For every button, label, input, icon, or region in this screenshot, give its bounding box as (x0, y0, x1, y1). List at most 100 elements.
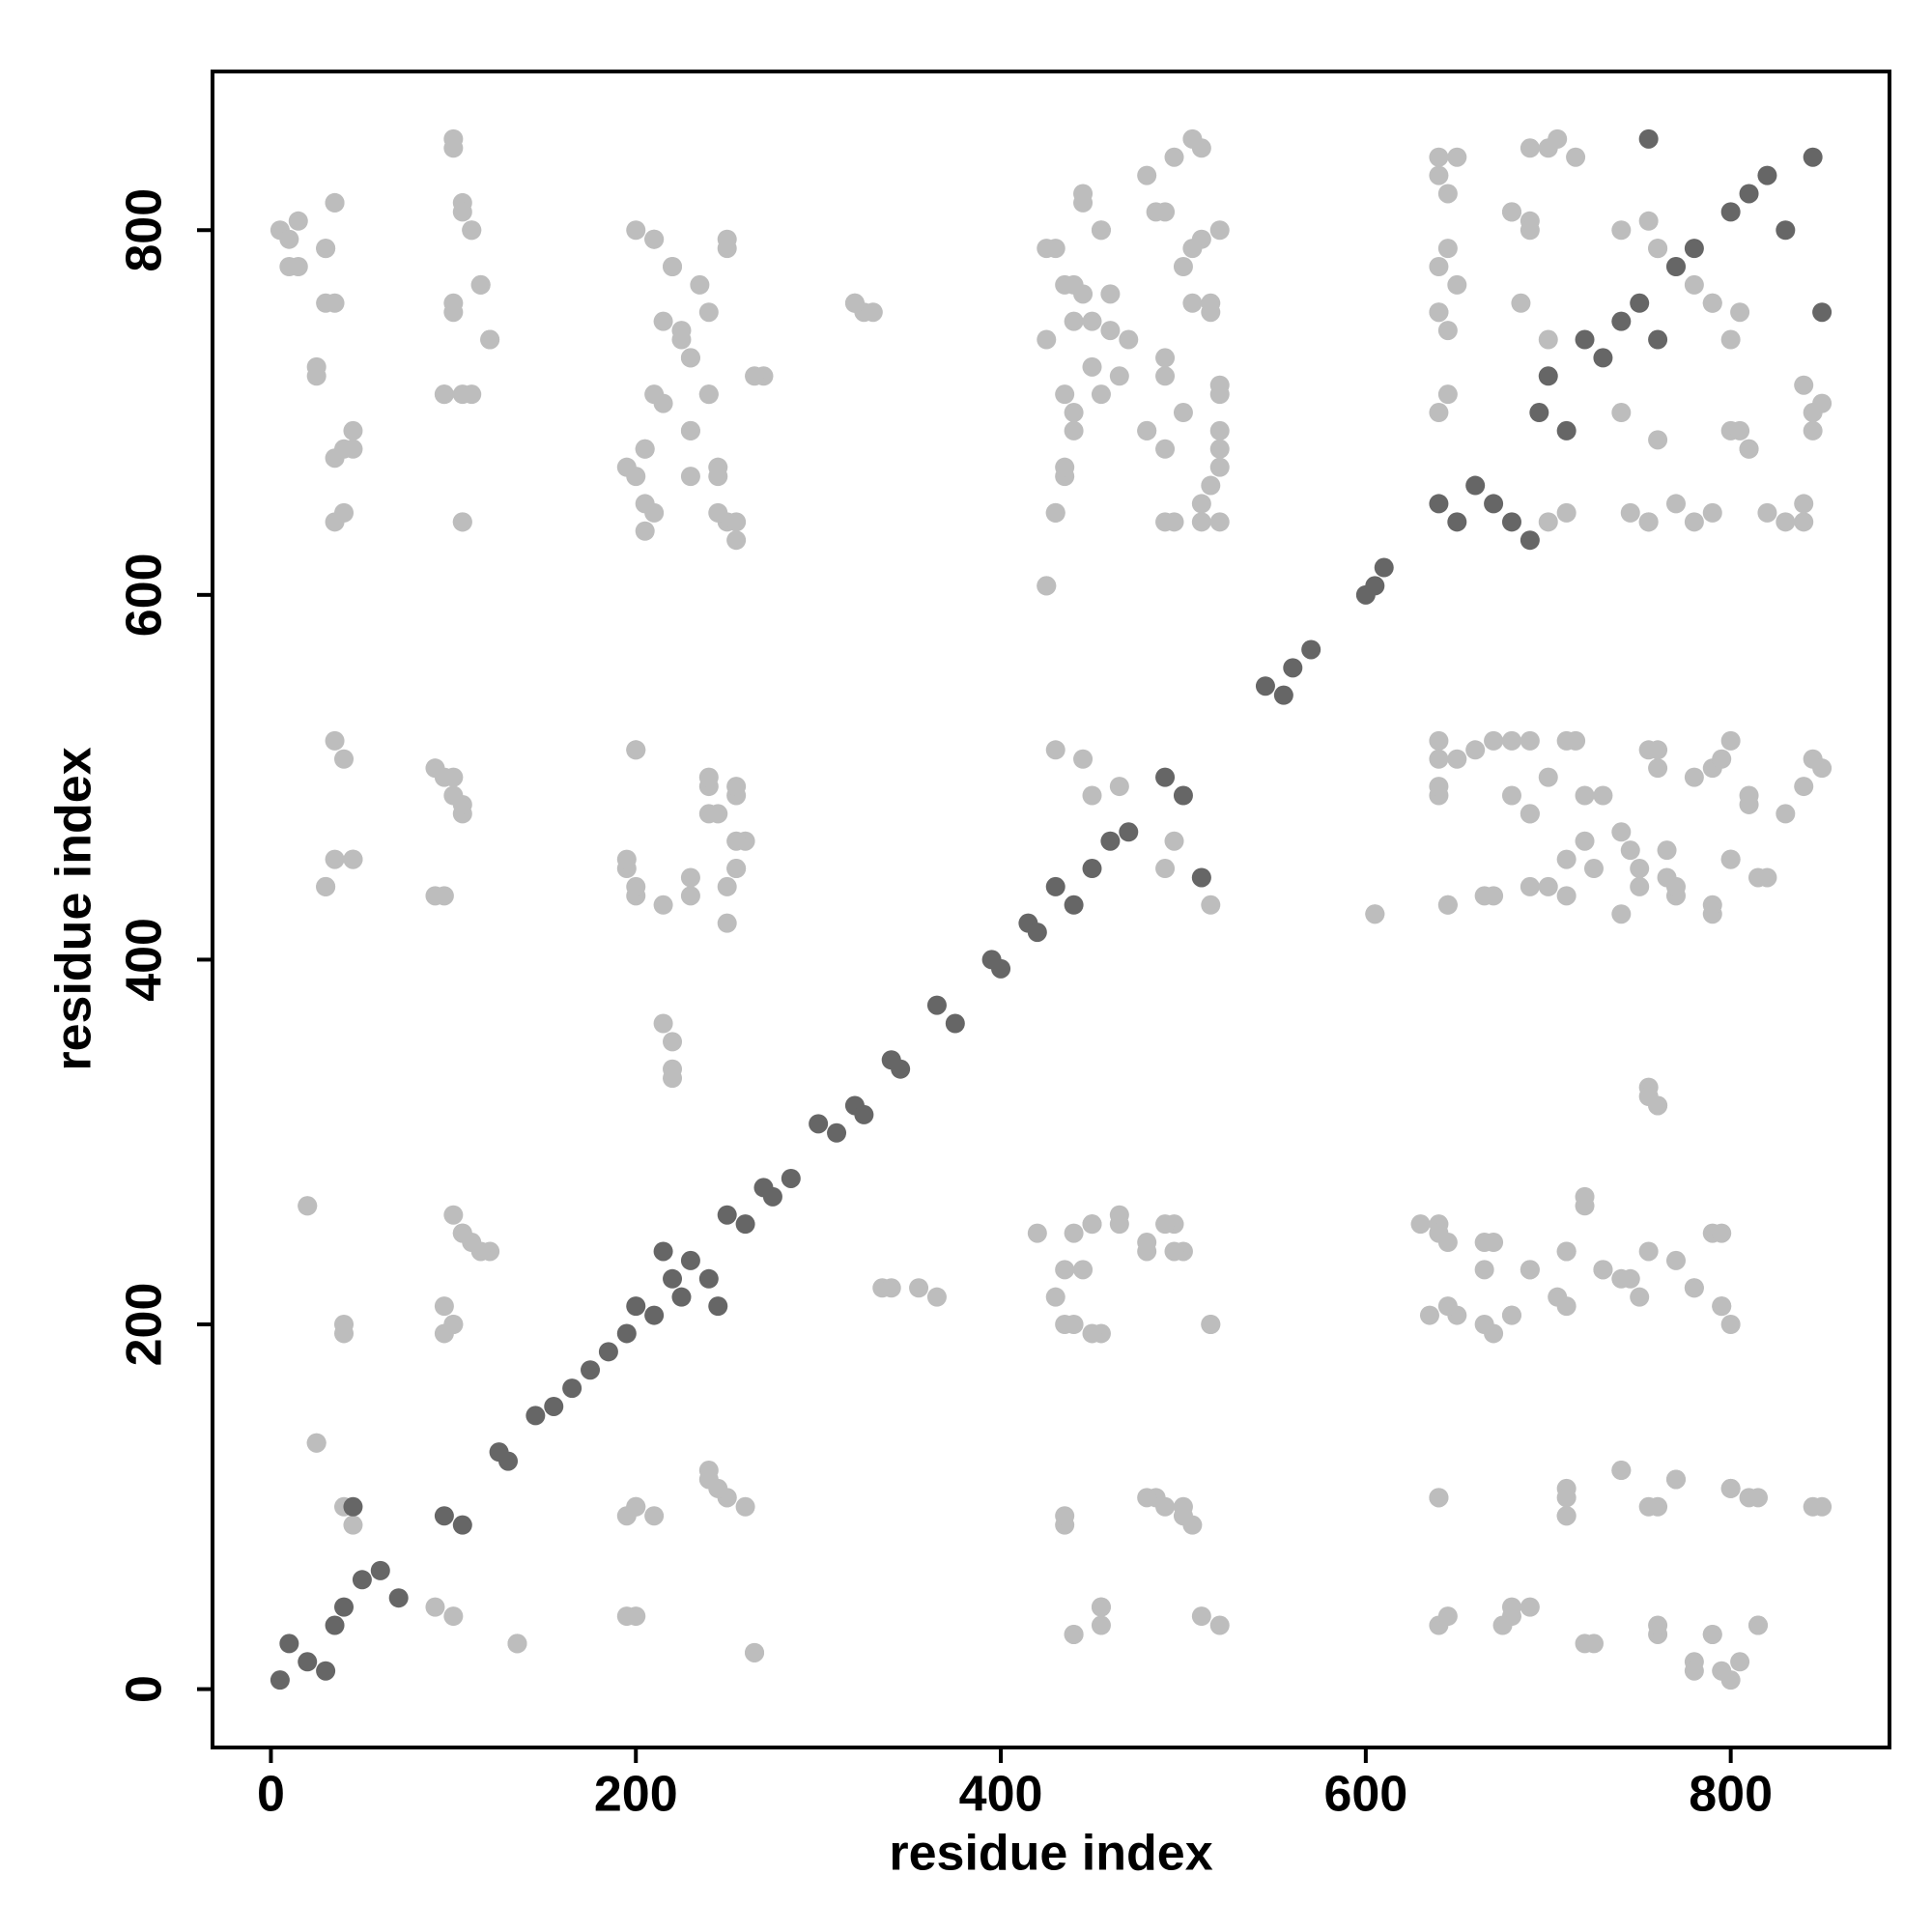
point (1429, 403, 1449, 423)
point (1073, 749, 1094, 769)
point (1164, 147, 1184, 167)
point (1201, 475, 1221, 496)
point (470, 1241, 491, 1262)
point (1620, 502, 1640, 523)
point (1064, 403, 1084, 423)
point (1739, 184, 1759, 204)
point (343, 420, 363, 440)
point (1091, 1597, 1111, 1617)
point (1055, 1315, 1075, 1335)
point (480, 329, 500, 350)
point (562, 1378, 582, 1399)
point (1119, 329, 1139, 350)
point (698, 302, 719, 323)
point (1501, 1305, 1521, 1325)
point (1055, 457, 1075, 477)
point (1037, 329, 1057, 350)
point (1109, 1205, 1129, 1225)
point (298, 1652, 318, 1672)
point (1429, 1488, 1449, 1508)
point (1191, 512, 1211, 532)
point (680, 348, 700, 368)
point (1082, 859, 1102, 879)
point (698, 1268, 719, 1289)
point (698, 767, 719, 787)
point (270, 1670, 290, 1690)
point (343, 849, 363, 869)
point (1702, 895, 1722, 915)
point (452, 794, 472, 814)
point (635, 521, 655, 541)
point (1429, 777, 1449, 797)
point (1209, 512, 1230, 532)
point (325, 512, 345, 532)
point (1137, 1233, 1157, 1253)
point (1155, 366, 1176, 386)
point (1082, 1214, 1102, 1235)
point (288, 211, 308, 231)
point (1538, 329, 1558, 350)
point (1501, 730, 1521, 751)
point (1027, 923, 1047, 943)
point (1073, 192, 1094, 213)
point (1155, 1496, 1176, 1517)
point (1520, 1260, 1540, 1280)
point (1730, 302, 1750, 323)
point (1037, 576, 1057, 596)
point (1747, 1615, 1768, 1635)
point (745, 1642, 765, 1662)
point (626, 740, 646, 760)
point (1100, 284, 1121, 304)
point (1611, 403, 1632, 423)
point (1082, 356, 1102, 377)
point (717, 913, 737, 933)
point (325, 849, 345, 869)
point (1447, 274, 1467, 295)
point (1255, 676, 1275, 696)
point (598, 1342, 618, 1362)
point (1575, 785, 1595, 806)
point (1511, 293, 1531, 313)
point (1064, 1223, 1084, 1243)
point (1429, 749, 1449, 769)
point (1501, 202, 1521, 222)
point (881, 1278, 901, 1298)
point (1566, 147, 1586, 167)
point (1429, 165, 1449, 185)
point (1191, 494, 1211, 514)
point (1191, 867, 1211, 888)
point (1712, 1223, 1732, 1243)
point (1301, 639, 1321, 660)
point (680, 467, 700, 487)
point (735, 1496, 755, 1517)
point (653, 895, 673, 915)
point (325, 730, 345, 751)
point (708, 1478, 728, 1498)
point (1155, 348, 1176, 368)
point (1209, 439, 1230, 459)
point (1556, 1506, 1577, 1526)
point (1520, 220, 1540, 241)
point (1447, 147, 1467, 167)
point (316, 239, 336, 259)
point (1648, 239, 1668, 259)
point (1720, 1670, 1741, 1690)
point (1027, 1223, 1047, 1243)
x-axis-label: residue index (889, 1826, 1212, 1882)
point (1720, 730, 1741, 751)
point (626, 1296, 646, 1317)
point (1757, 867, 1777, 888)
point (334, 1597, 355, 1617)
point (1648, 329, 1668, 350)
point (726, 831, 747, 851)
point (1073, 1260, 1094, 1280)
point (1803, 403, 1823, 423)
point (698, 804, 719, 824)
point (443, 767, 464, 787)
point (1501, 512, 1521, 532)
point (1437, 895, 1458, 915)
point (717, 1205, 737, 1225)
point (1146, 202, 1166, 222)
point (1182, 239, 1203, 259)
point (671, 1287, 692, 1307)
